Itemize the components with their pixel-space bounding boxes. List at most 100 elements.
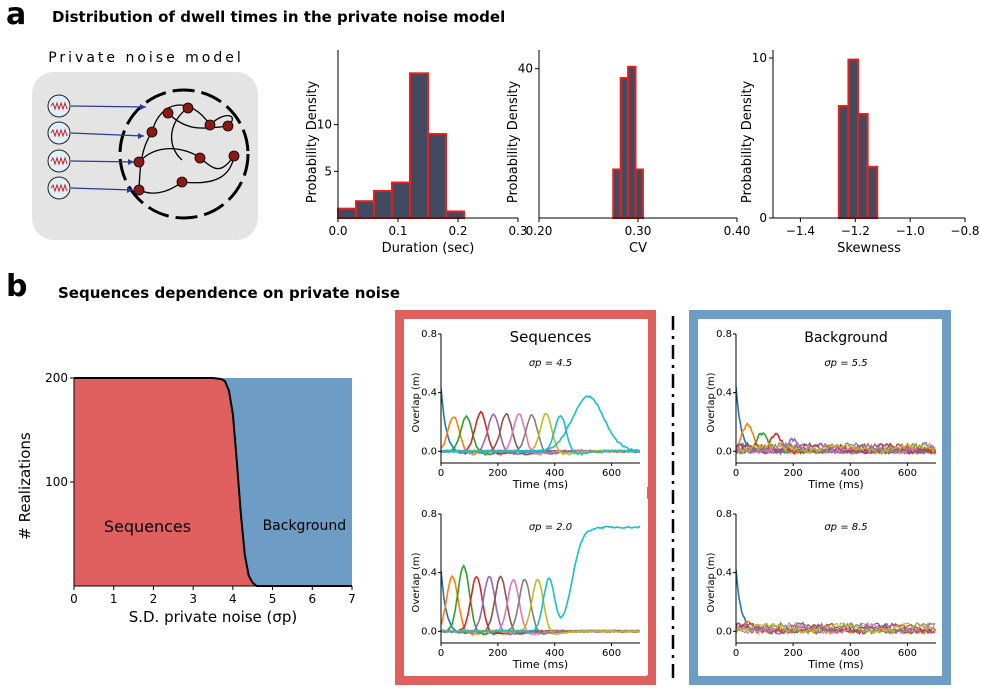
- x-axis-label: CV: [629, 241, 647, 256]
- plot-background: [698, 499, 942, 675]
- noise-trace: [50, 128, 68, 138]
- x-tick-label: 2: [150, 592, 158, 606]
- phase-diagram: 0 1 2 3 4 5 6 7 100 200 S.D. private noise (σp) # R…: [16, 371, 356, 626]
- histogram-bar: [634, 168, 644, 219]
- histogram-bar: [355, 200, 375, 219]
- input-arrow: [70, 132, 145, 137]
- network-connection: [151, 104, 211, 133]
- x-tick-label: 0.30: [625, 224, 652, 238]
- x-tick-label: 0.1: [388, 224, 407, 238]
- sigma-label: σp = 5.5: [824, 358, 867, 369]
- arrow-head: [140, 104, 146, 110]
- overlap-series-line: [736, 621, 936, 636]
- x-tick-label: 0: [733, 468, 739, 479]
- x-tick-label: 0.3: [508, 224, 527, 238]
- input-arrow: [70, 160, 135, 163]
- y-axis-label: Probability Density: [740, 81, 755, 204]
- noise-trace: [50, 183, 68, 193]
- background-frame: [689, 310, 951, 685]
- x-tick-label: −1.2: [841, 224, 870, 238]
- histogram-bar: [627, 65, 637, 219]
- y-tick-label: 100: [45, 475, 68, 489]
- plot-background: [698, 319, 942, 487]
- histogram-cv: 0.20 0.30 0.40 40 CV Probability Density: [506, 50, 750, 256]
- y-tick-label: 0.8: [421, 509, 437, 520]
- group-label: Background: [804, 330, 888, 346]
- x-tick-label: 200: [784, 648, 803, 659]
- x-tick-label: −1.4: [786, 224, 815, 238]
- y-tick-label: 0.4: [716, 388, 732, 399]
- y-tick-label: 0.0: [421, 626, 437, 637]
- noise-trace: [50, 156, 68, 166]
- x-tick-label: 0: [438, 648, 444, 659]
- x-tick-label: 600: [898, 648, 917, 659]
- group-label: Sequences: [510, 328, 592, 346]
- histogram-bar: [445, 210, 465, 219]
- noise-source-icon: [47, 121, 71, 145]
- y-tick-label: 10: [317, 118, 332, 132]
- x-tick-label: 5: [269, 592, 277, 606]
- panel-a-letter: a: [6, 0, 26, 32]
- histogram-bar: [847, 58, 860, 219]
- series-group: [441, 525, 640, 636]
- x-tick-label: −1.0: [896, 224, 925, 238]
- histogram-duration: 0.0 0.1 0.2 0.3 5 10 Duration (sec) Probability…: [305, 50, 528, 256]
- boundary-line: [74, 377, 352, 587]
- overlap-plot-sequences-1: 0 200 400 600 0.0 0.4 0.8 Time (ms) Overlap (m) S…: [404, 319, 648, 491]
- sigma-label: σp = 4.5: [529, 358, 572, 369]
- x-tick-label: 400: [545, 648, 564, 659]
- input-arrow: [70, 105, 147, 108]
- y-tick-label: 40: [518, 62, 533, 76]
- sequences-region: [74, 378, 352, 586]
- x-axis-label: Time (ms): [512, 658, 568, 671]
- panel-b-letter: b: [6, 269, 27, 304]
- x-axis-label: S.D. private noise (σp): [129, 608, 298, 626]
- y-tick-label: 0.8: [716, 329, 732, 340]
- y-axis-label: Probability Density: [506, 81, 521, 204]
- panel-b-title: Sequences dependence on private noise: [58, 284, 400, 302]
- arrow-head: [138, 133, 144, 139]
- sequences-frame: [395, 310, 656, 685]
- y-axis-label: Overlap (m): [706, 552, 717, 612]
- x-axis-label: Time (ms): [807, 478, 863, 491]
- y-tick-label: 0.8: [716, 509, 732, 520]
- neuron-node: [133, 184, 145, 196]
- y-tick-label: 5: [324, 164, 332, 178]
- y-tick-label: 200: [45, 371, 68, 385]
- noise-trace: [50, 101, 68, 111]
- x-tick-label: 6: [308, 592, 316, 606]
- histogram-bar: [612, 168, 622, 219]
- y-tick-label: 0.0: [716, 446, 732, 457]
- schematic-title: Private noise model: [48, 50, 244, 66]
- arrow-head: [127, 187, 133, 193]
- histogram-bar: [337, 207, 357, 220]
- y-tick-label: 10: [752, 51, 767, 65]
- neuron-node: [176, 176, 188, 188]
- x-tick-label: 4: [229, 592, 237, 606]
- recurrent-network-ring: [118, 88, 250, 220]
- y-tick-label: 0.0: [716, 626, 732, 637]
- y-tick-label: 0.4: [716, 568, 732, 579]
- overlap-plot-sequences-2: 0 200 400 600 0.0 0.4 0.8 Time (ms) Overlap (m) σ…: [404, 499, 648, 675]
- x-tick-label: 600: [602, 468, 621, 479]
- overlap-series-line: [736, 621, 936, 636]
- overlap-plot-background-1: 0 200 400 600 0.0 0.4 0.8 Time (ms) Overlap (m) B…: [698, 319, 942, 491]
- overlap-series-line: [736, 441, 936, 455]
- series-group: [736, 386, 936, 457]
- overlap-series-line: [441, 395, 640, 454]
- y-axis-label: Probability Density: [305, 81, 320, 204]
- overlap-series-line: [441, 525, 640, 634]
- x-tick-label: 0.0: [328, 224, 347, 238]
- series-group: [736, 569, 936, 636]
- histogram-bar: [837, 105, 850, 219]
- x-tick-label: 400: [841, 468, 860, 479]
- x-tick-label: 0: [733, 648, 739, 659]
- plot-background: [404, 319, 648, 487]
- y-tick-label: 0.8: [421, 329, 437, 340]
- histogram-bar: [391, 181, 411, 220]
- x-tick-label: 0: [70, 592, 78, 606]
- y-axis-label: Overlap (m): [706, 372, 717, 432]
- neuron-node: [222, 120, 234, 132]
- private-noise-schematic: Private noise model: [32, 50, 258, 240]
- neuron-node: [146, 126, 158, 138]
